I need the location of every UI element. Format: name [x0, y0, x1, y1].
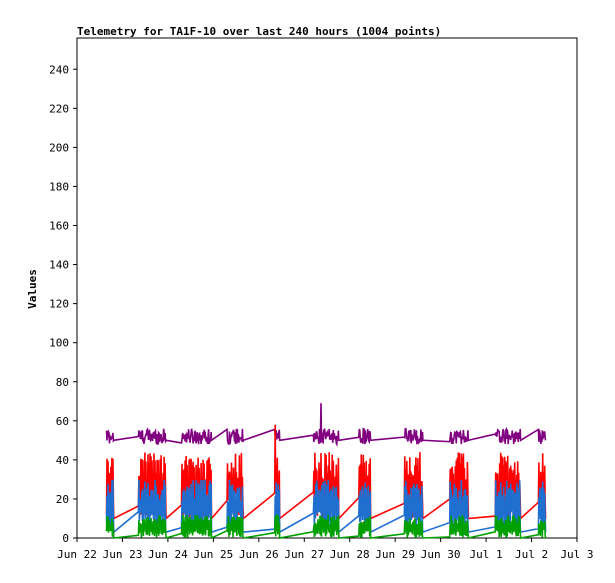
y-axis-label: Values	[26, 269, 39, 309]
x-tick-label: Jul 3	[560, 548, 593, 561]
x-tick-label: Jun 30	[421, 548, 461, 561]
x-tick-label: Jun 27	[284, 548, 324, 561]
x-tick-label: Jun 25	[193, 548, 233, 561]
x-tick-label: Jun 28	[330, 548, 370, 561]
y-tick-label: 160	[49, 220, 69, 233]
y-tick-label: 0	[62, 532, 69, 545]
series-layer	[105, 403, 547, 540]
y-tick-label: 140	[49, 259, 69, 272]
chart-title: Telemetry for TA1F-10 over last 240 hour…	[77, 25, 441, 38]
y-tick-label: 20	[56, 493, 69, 506]
y-tick-label: 220	[49, 102, 69, 115]
y-tick-label: 80	[56, 376, 69, 389]
series-line	[105, 403, 547, 447]
y-tick-label: 200	[49, 141, 69, 154]
y-axis: 0 20 40 60 80 100 120 140 160 180 200 220 240	[49, 63, 77, 545]
y-tick-label: 240	[49, 63, 69, 76]
x-tick-label: Jun 23	[103, 548, 143, 561]
series-line	[105, 479, 547, 534]
x-axis: Jun 22 Jun 23 Jun 24 Jun 25 Jun 26 Jun 27 Jun …	[57, 538, 594, 561]
y-tick-label: 40	[56, 454, 69, 467]
series-line	[105, 514, 547, 540]
y-tick-label: 100	[49, 337, 69, 350]
x-tick-label: Jun 24	[148, 548, 188, 561]
y-tick-label: 60	[56, 415, 69, 428]
x-tick-label: Jun 29	[375, 548, 415, 561]
plot-frame	[76, 37, 578, 539]
x-tick-label: Jun 22	[57, 548, 97, 561]
x-tick-label: Jul 2	[515, 548, 548, 561]
y-tick-label: 180	[49, 180, 69, 193]
y-tick-label: 120	[49, 298, 69, 311]
x-tick-label: Jun 26	[239, 548, 279, 561]
x-tick-label: Jul 1	[470, 548, 503, 561]
